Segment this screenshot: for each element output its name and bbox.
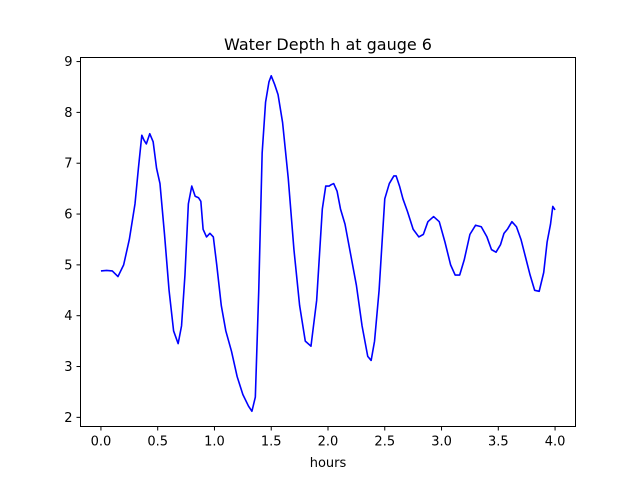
x-tick-label: 1.5 — [261, 435, 282, 450]
x-axis: 0.0 0.5 1.0 1.5 2.0 2.5 3.0 3.5 4.0 — [91, 426, 566, 450]
x-tick-label: 3.5 — [488, 435, 509, 450]
x-tick-label: 2.0 — [318, 435, 339, 450]
x-tick-label: 0.5 — [147, 435, 168, 450]
y-tick-label: 4 — [64, 309, 72, 324]
y-tick-label: 2 — [64, 411, 72, 426]
x-tick-label: 1.0 — [204, 435, 225, 450]
series-layer — [100, 75, 556, 413]
x-tick-label: 0.0 — [91, 435, 112, 450]
y-axis: 2 3 4 5 6 7 8 9 — [64, 55, 81, 426]
x-tick-label: 4.0 — [545, 435, 566, 450]
series-line-0 — [100, 75, 556, 413]
y-tick-label: 9 — [64, 55, 72, 70]
y-tick-label: 3 — [64, 360, 72, 375]
x-tick-label: 3.0 — [431, 435, 452, 450]
y-tick-label: 6 — [64, 208, 72, 223]
y-tick-label: 8 — [64, 106, 72, 121]
x-axis-label: hours — [310, 456, 347, 471]
y-tick-label: 7 — [64, 157, 72, 172]
chart-title: Water Depth h at gauge 6 — [224, 35, 432, 54]
y-tick-label: 5 — [64, 258, 72, 273]
x-tick-label: 2.5 — [374, 435, 395, 450]
